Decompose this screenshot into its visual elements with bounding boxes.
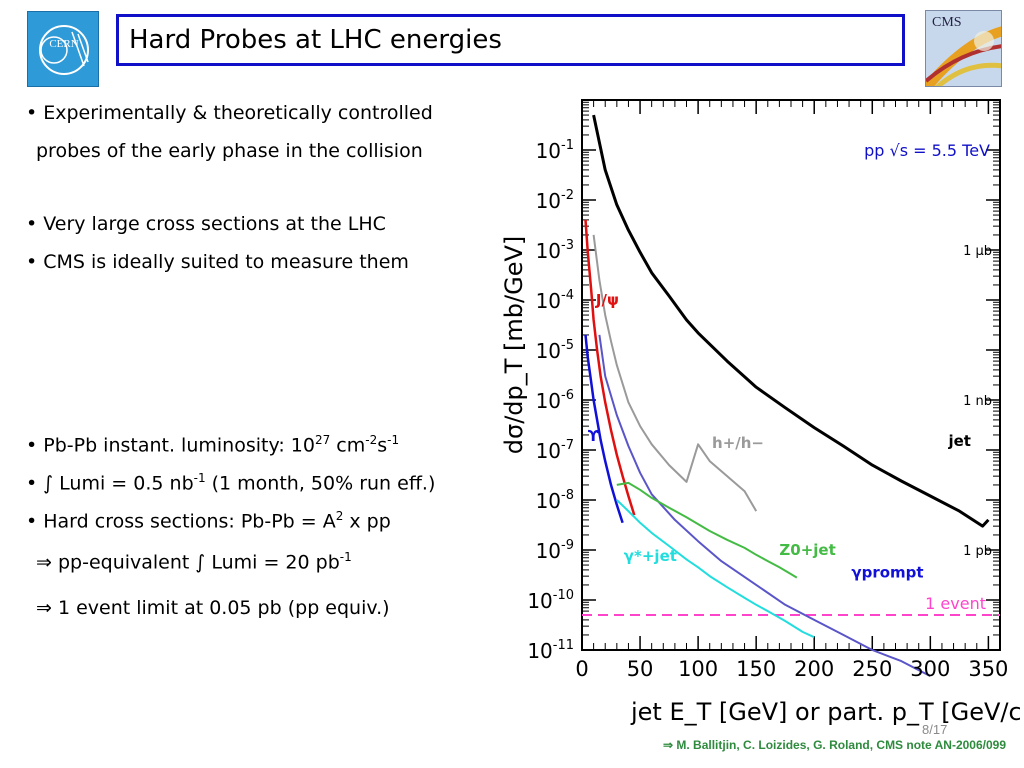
z0-jet-curve bbox=[616, 481, 798, 579]
hadron-label: h+/h− bbox=[712, 434, 764, 452]
implies-arrow-icon: ⇒ bbox=[36, 597, 52, 619]
superscript: -1 bbox=[387, 433, 400, 447]
x-tick-label: 0 bbox=[575, 657, 588, 681]
x-tick-label: 300 bbox=[910, 657, 950, 681]
superscript: -2 bbox=[365, 433, 378, 447]
bullet-text: (1 month, 50% run eff.) bbox=[205, 472, 436, 495]
jet-curve bbox=[592, 114, 990, 528]
bullet-text: cm bbox=[330, 434, 366, 457]
y-tick-label: 10-10 bbox=[527, 588, 574, 613]
hadron-curve bbox=[592, 234, 758, 512]
gamma-star-jet-curve bbox=[616, 499, 815, 639]
y-axis-label: dσ/dp_T [mb/GeV] bbox=[500, 236, 528, 455]
bullet-text: x pp bbox=[343, 510, 391, 533]
upsilon-label: ϒ bbox=[588, 427, 600, 445]
page-number: 8/17 bbox=[922, 722, 948, 737]
cern-logo-text: CERN bbox=[49, 38, 79, 50]
superscript: -1 bbox=[193, 471, 206, 485]
superscript: -1 bbox=[339, 550, 352, 564]
superscript: 27 bbox=[314, 433, 331, 447]
jpsi-curve bbox=[584, 219, 636, 516]
bullet-item-luminosity: • Pb-Pb instant. luminosity: 1027 cm-2s-… bbox=[26, 433, 399, 456]
chart-title: pp √s = 5.5 TeV bbox=[864, 141, 990, 160]
superscript: 2 bbox=[335, 509, 344, 523]
cern-logo: CERN bbox=[27, 11, 99, 87]
y-tick-label: 10-3 bbox=[536, 238, 574, 263]
page-title: Hard Probes at LHC energies bbox=[129, 25, 502, 55]
jpsi-label: J/ψ bbox=[595, 291, 619, 309]
bullet-text: • Pb-Pb instant. luminosity: 10 bbox=[26, 434, 315, 457]
y-tick-label: 10-4 bbox=[536, 288, 574, 313]
y-tick-label: 10-11 bbox=[527, 638, 574, 663]
y-tick-label: 10-9 bbox=[536, 538, 574, 563]
jet-label: jet bbox=[947, 432, 971, 450]
y-tick-label: 10-6 bbox=[536, 388, 574, 413]
footer-reference: ⇒ M. Ballitjin, C. Loizides, G. Roland, … bbox=[663, 738, 1006, 752]
implication-event-limit: ⇒ 1 event limit at 0.05 pb (pp equiv.) bbox=[36, 597, 390, 619]
bullet-text: 1 event limit at 0.05 pb (pp equiv.) bbox=[51, 597, 390, 619]
cern-logo-graphic bbox=[39, 25, 89, 75]
x-tick-label: 200 bbox=[794, 657, 834, 681]
chart-frame-layer bbox=[581, 99, 1001, 651]
bullet-item: • CMS is ideally suited to measure them bbox=[26, 251, 409, 273]
x-tick-label: 250 bbox=[852, 657, 892, 681]
x-tick-label: 100 bbox=[678, 657, 718, 681]
y-tick-label: 10-8 bbox=[536, 488, 574, 513]
bullet-item: • Experimentally & theoretically control… bbox=[26, 102, 433, 124]
gamma-prompt-curve bbox=[598, 334, 931, 677]
bullet-text: pp-equivalent ∫ Lumi = 20 pb bbox=[51, 551, 340, 574]
chart-label-layer: 0 50 100 150 200 250 300 350 10-1 10-2 10-3 10-4 10-… bbox=[500, 138, 1020, 726]
x-tick-label: 350 bbox=[968, 657, 1008, 681]
bullet-item-continuation: probes of the early phase in the collisi… bbox=[36, 140, 423, 162]
right-axis-label: 1 pb bbox=[963, 544, 992, 559]
plot-frame bbox=[581, 99, 1001, 651]
x-tick-label: 150 bbox=[736, 657, 776, 681]
bullet-text: s bbox=[377, 434, 388, 457]
cms-logo: CMS bbox=[925, 10, 1002, 87]
bullet-text: • ∫ Lumi = 0.5 nb bbox=[26, 472, 194, 495]
gamma-star-jet-label: γ*+jet bbox=[624, 547, 677, 565]
y-tick-label: 10-2 bbox=[536, 188, 574, 213]
x-axis-label: jet E_T [GeV] or part. p_T [GeV/c] bbox=[630, 698, 1020, 726]
right-axis-label: 1 nb bbox=[963, 394, 992, 409]
cross-section-chart: 0 50 100 150 200 250 300 350 10-1 10-2 10-3 10-4 10-… bbox=[500, 99, 1020, 726]
implies-arrow-icon: ⇒ bbox=[36, 551, 52, 574]
bullet-item: • Very large cross sections at the LHC bbox=[26, 213, 386, 235]
y-tick-label: 10-5 bbox=[536, 338, 574, 363]
title-box: Hard Probes at LHC energies bbox=[116, 14, 905, 66]
right-axis-label: 1 μb bbox=[963, 244, 992, 259]
upsilon-curve bbox=[584, 334, 624, 524]
bullet-item-cross-sections: • Hard cross sections: Pb-Pb = A2 x pp bbox=[26, 509, 391, 532]
cms-logo-text: CMS bbox=[932, 15, 962, 30]
y-tick-label: 10-7 bbox=[536, 438, 574, 463]
chart-series-layer bbox=[582, 114, 1000, 677]
gamma-prompt-label: γprompt bbox=[851, 564, 923, 582]
y-tick-label: 10-1 bbox=[536, 138, 574, 163]
x-tick-label: 50 bbox=[627, 657, 654, 681]
bullet-item-integrated-lumi: • ∫ Lumi = 0.5 nb-1 (1 month, 50% run ef… bbox=[26, 471, 435, 494]
one-event-label: 1 event bbox=[925, 594, 986, 613]
implication-pp-equivalent: ⇒ pp-equivalent ∫ Lumi = 20 pb-1 bbox=[36, 550, 352, 573]
cms-logo-graphic bbox=[926, 11, 1001, 86]
z0-jet-label: Z0+jet bbox=[779, 541, 835, 559]
bullet-text: • Hard cross sections: Pb-Pb = A bbox=[26, 510, 336, 533]
